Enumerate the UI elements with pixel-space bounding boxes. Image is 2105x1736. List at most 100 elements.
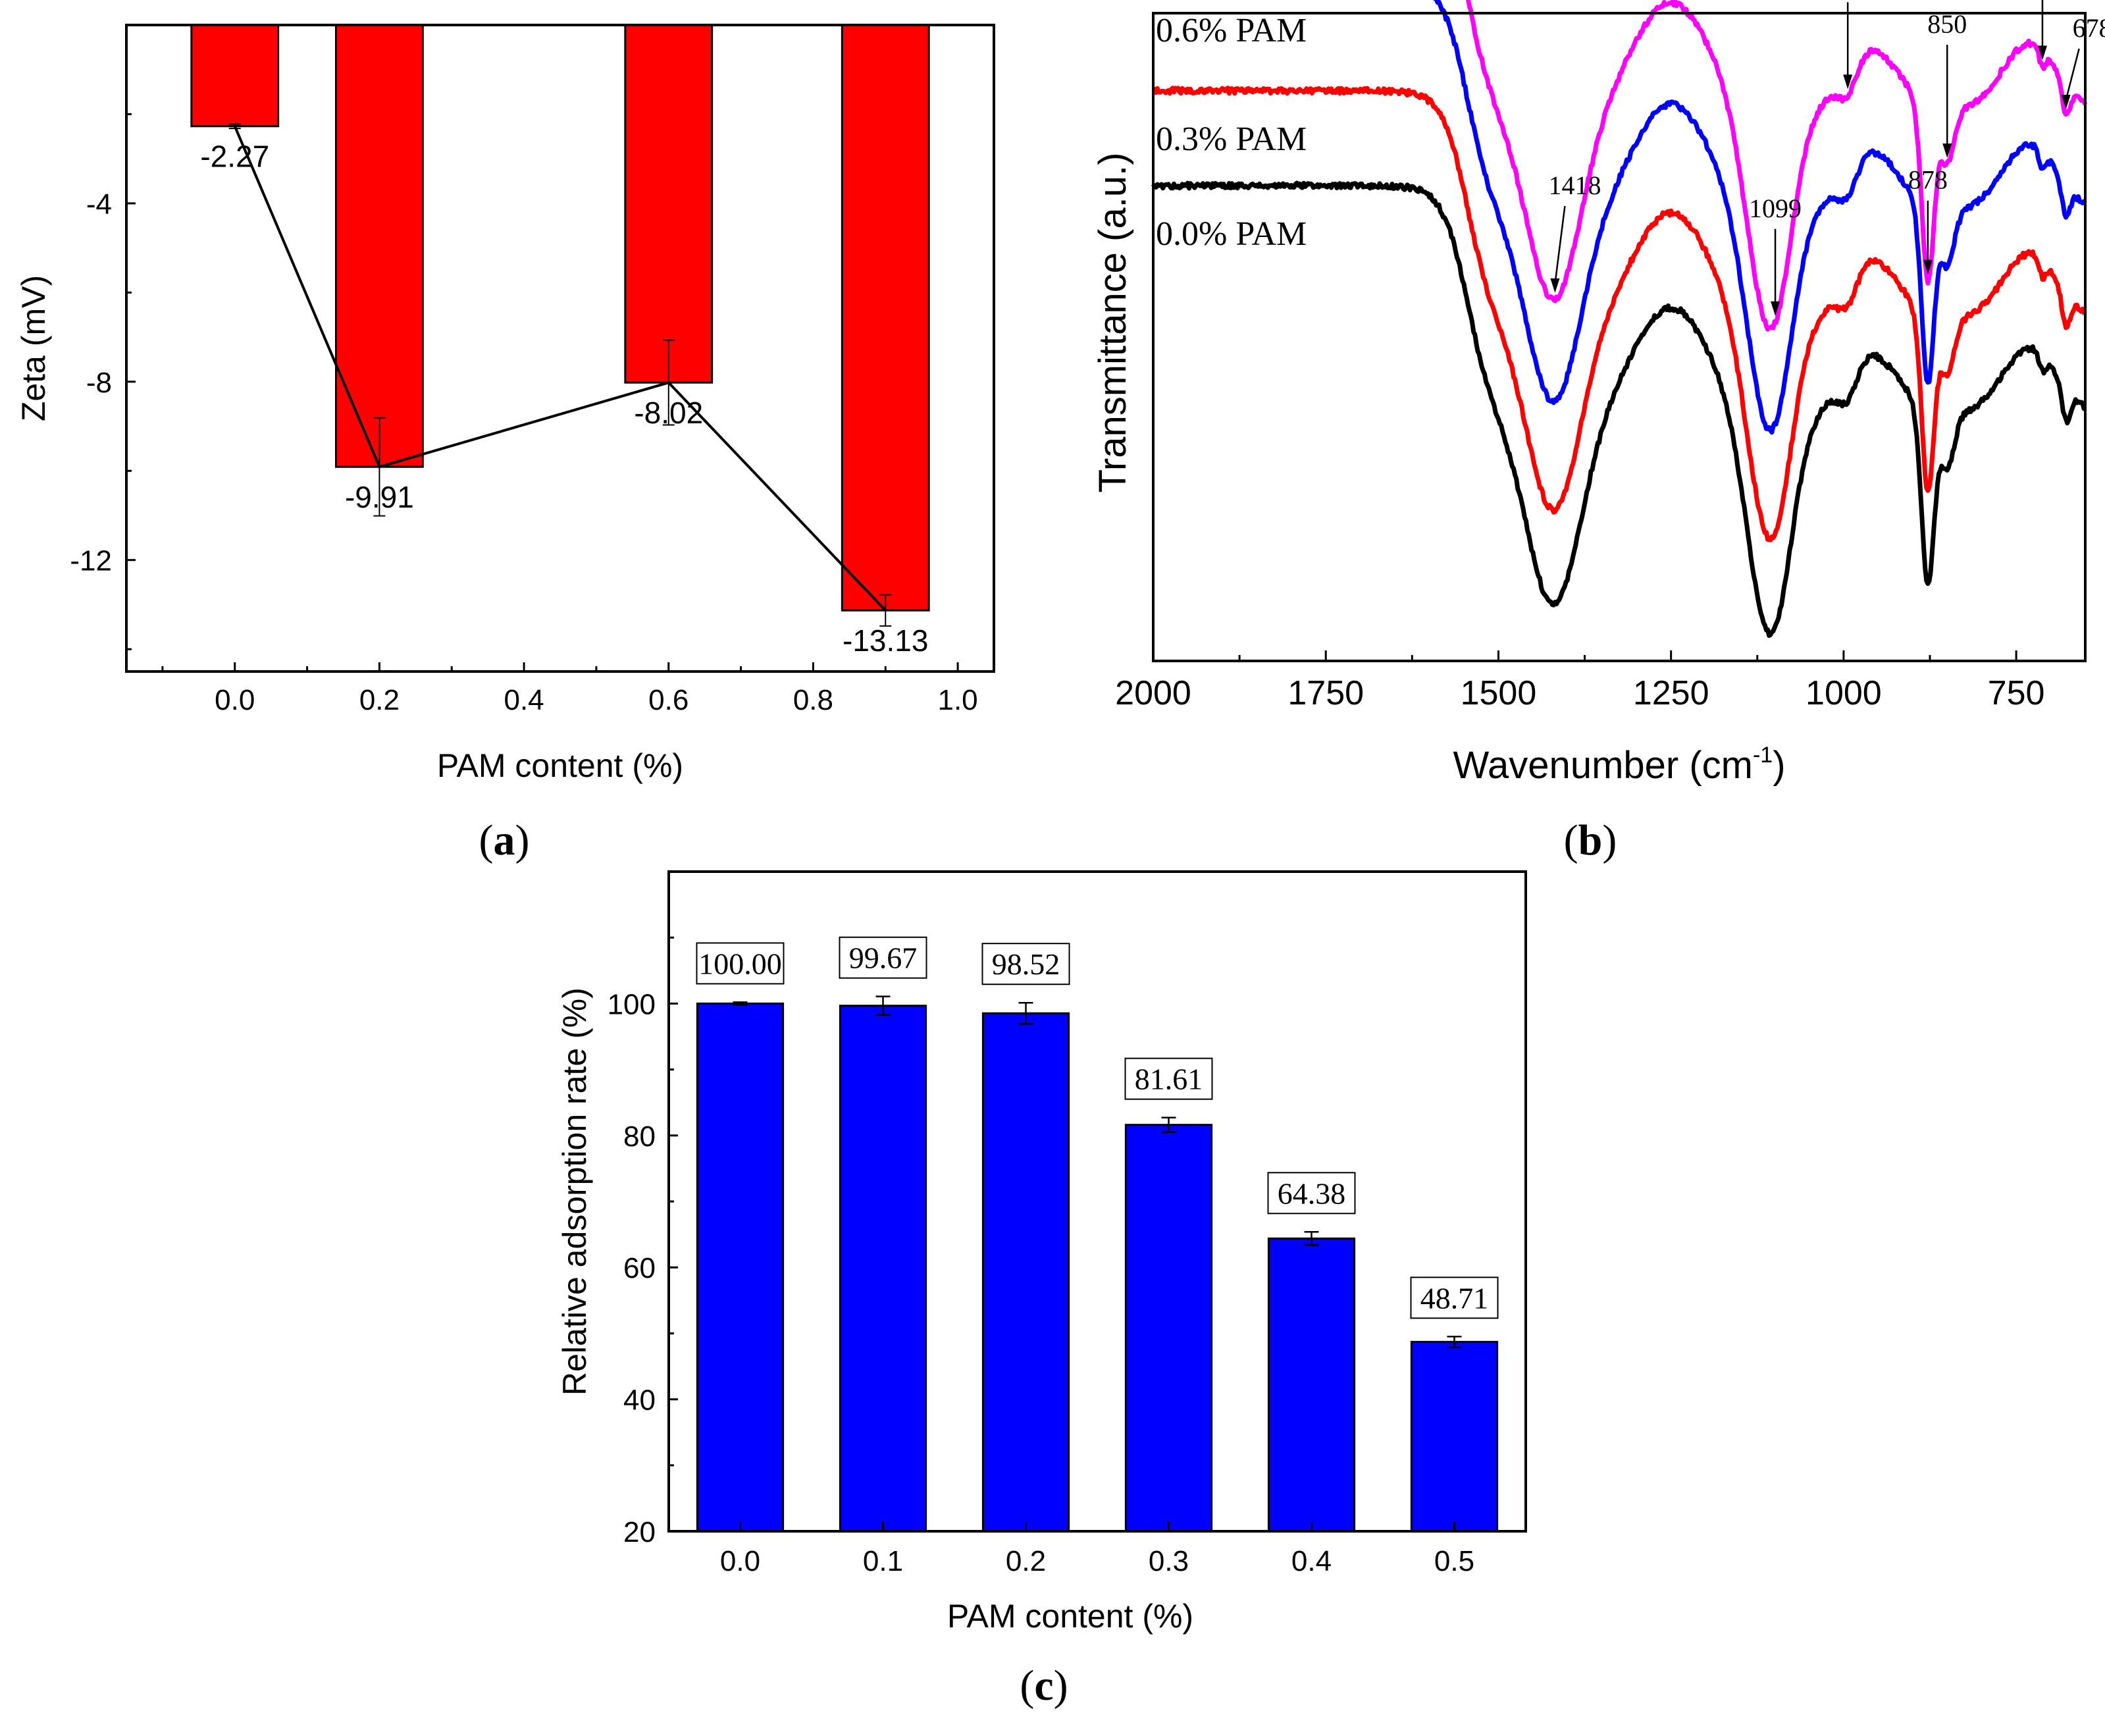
series-label: 0.3% PAM	[1156, 120, 1307, 158]
error-bar	[875, 995, 891, 1016]
peak-label: 878	[1908, 165, 1948, 195]
plot-frame	[1152, 12, 2087, 662]
x-tick-label: 1250	[1633, 674, 1709, 712]
x-tick-label: 0.3	[1149, 1545, 1189, 1577]
data-label-frame	[696, 942, 785, 985]
peak-annotation: 678	[2061, 13, 2105, 109]
annotation-arrow-head	[1771, 301, 1780, 316]
peak-annotation: 712	[2037, 0, 2047, 61]
spectrum-line	[1152, 86, 2087, 542]
panel-c-adsorption-chart: 100.00 99.67 98.52 81.61 64.38 48.71 0.0 0.1 0.…	[556, 870, 1527, 1710]
y-axis-label: Zeta (mV)	[15, 275, 52, 421]
y-tick-label: -12	[70, 545, 112, 577]
adsorption-bar	[981, 1012, 1070, 1533]
data-label: -9.91	[345, 480, 414, 514]
y-axis-label: Transmittance (a.u.)	[1091, 153, 1134, 493]
y-tick-label: -4	[86, 188, 112, 221]
x-axis-label: PAM content (%)	[947, 1598, 1193, 1635]
data-label-frame	[981, 943, 1070, 986]
spectrum-line	[1433, 0, 2087, 435]
data-label: 98.52	[992, 947, 1060, 981]
annotation-arrow-head	[2037, 45, 2047, 61]
error-bar	[1304, 1231, 1319, 1246]
data-label: 48.71	[1420, 1281, 1489, 1315]
x-tick-label: 0.2	[359, 684, 400, 716]
y-tick-label: -8	[86, 367, 112, 399]
data-label-box: 64.38	[1267, 1172, 1356, 1215]
data-label-frame	[1267, 1172, 1356, 1215]
annotation-arrow-head	[1550, 278, 1560, 293]
peak-annotation: 994	[1843, 2, 1853, 90]
peak-annotation: 1099	[1749, 194, 1802, 316]
zeta-bar	[624, 24, 714, 384]
peak-label: 1418	[1548, 171, 1601, 200]
x-tick-label: 0.6	[648, 684, 689, 716]
peak-label: 678	[2073, 13, 2105, 43]
data-label: 100.00	[698, 947, 782, 980]
y-axis-label: Relative adsorption rate (%)	[556, 987, 593, 1396]
data-label-box: 48.71	[1410, 1276, 1499, 1319]
data-label-frame	[1410, 1276, 1499, 1319]
x-tick-label: 1500	[1461, 674, 1537, 712]
annotation-arrow-line	[2065, 48, 2080, 101]
error-bar	[1018, 1001, 1033, 1025]
x-tick-label: 2000	[1115, 674, 1191, 712]
series-label: 0.0% PAM	[1156, 215, 1307, 253]
x-tick-label: 0.8	[793, 684, 833, 716]
y-tick-label: 80	[623, 1120, 656, 1153]
x-tick-label: 0.4	[504, 684, 544, 716]
x-tick-label: 0.2	[1006, 1545, 1046, 1577]
data-label: 99.67	[849, 941, 918, 975]
x-tick-label: 1000	[1806, 674, 1882, 712]
annotation-arrow-head	[1942, 143, 1952, 158]
panel-tag-c: (c)	[1020, 1662, 1068, 1710]
data-label: 64.38	[1278, 1176, 1346, 1210]
data-label: -13.13	[843, 623, 928, 658]
panel-a-zeta-chart: -2.27 -9.91 -8.02 -13.13 0.0 0.2 0.4 0.6 0.8 1.0…	[15, 24, 995, 864]
x-axis-label: PAM content (%)	[437, 747, 683, 784]
annotation-arrow-line	[1554, 205, 1566, 284]
y-tick-label: 40	[623, 1384, 656, 1417]
zeta-bar	[841, 24, 930, 612]
peak-annotation: 850	[1927, 9, 1967, 158]
data-label-box: 81.61	[1124, 1057, 1213, 1100]
series-label: 0.6% PAM	[1156, 12, 1307, 49]
x-tick-label: 1.0	[937, 684, 977, 716]
y-tick-label: 100	[608, 988, 656, 1020]
spectrum-line	[1151, 180, 2087, 638]
y-tick-label: 20	[623, 1516, 656, 1548]
x-tick-label: 1750	[1287, 674, 1364, 712]
zeta-trend-line	[233, 125, 887, 612]
error-bar	[1161, 1117, 1176, 1133]
x-tick-label: 0.1	[863, 1545, 903, 1577]
plot-frame	[125, 24, 995, 673]
x-tick-label: 0.5	[1434, 1545, 1474, 1577]
adsorption-bar	[1410, 1340, 1499, 1533]
data-label-frame	[1124, 1057, 1213, 1100]
error-bar	[733, 1001, 748, 1006]
spectrum-line	[1466, 0, 2088, 332]
data-label-box: 99.67	[839, 936, 927, 979]
y-tick-label: 60	[623, 1252, 656, 1284]
data-label: 81.61	[1135, 1063, 1203, 1096]
data-label-box: 100.00	[696, 942, 785, 985]
x-tick-label: 0.0	[720, 1545, 760, 1577]
peak-annotation: 1418	[1548, 171, 1601, 293]
adsorption-bar	[839, 1005, 927, 1533]
data-label: -8.02	[634, 396, 703, 430]
annotation-arrow-head	[1923, 259, 1933, 275]
peak-annotation: 878	[1908, 165, 1948, 275]
x-tick-label: 0.4	[1291, 1545, 1332, 1577]
data-label: -2.27	[200, 140, 269, 174]
x-tick-label: 750	[1988, 674, 2045, 712]
zeta-bar	[190, 24, 280, 128]
adsorption-bar	[1267, 1237, 1356, 1533]
panel-tag-b: (b)	[1564, 816, 1617, 864]
plot-frame	[667, 870, 1527, 1533]
annotation-arrow-head	[2061, 94, 2071, 109]
data-label-frame	[839, 936, 927, 979]
data-label-box: 98.52	[981, 943, 1070, 986]
adsorption-bar	[1124, 1124, 1213, 1533]
x-axis-label: Wavenumber (cm-1)	[1453, 743, 1785, 787]
